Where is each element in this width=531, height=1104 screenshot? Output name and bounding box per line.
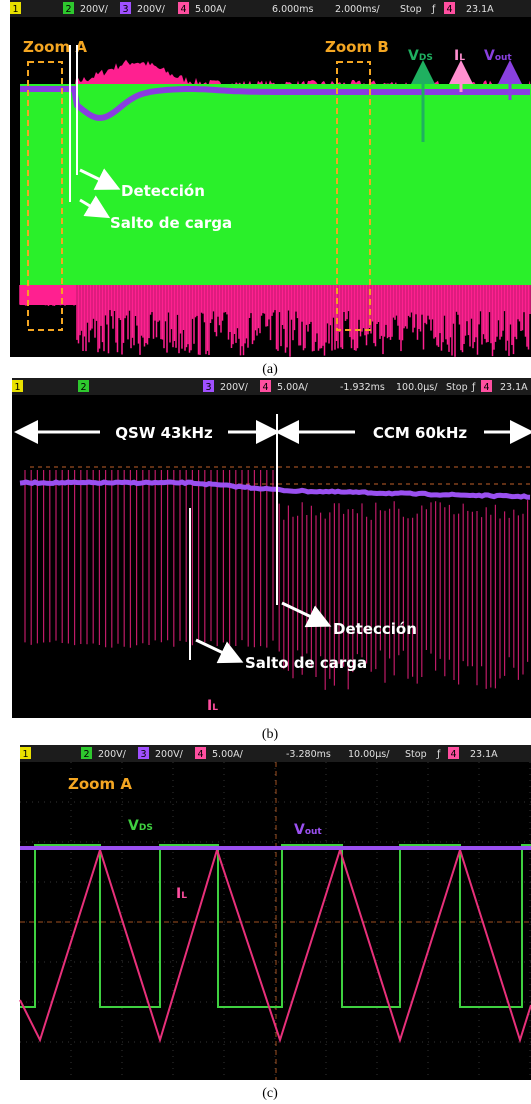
channel-number: 4 bbox=[446, 4, 452, 15]
caption: (c) bbox=[262, 1086, 278, 1101]
channel-number: 2 bbox=[80, 382, 86, 393]
channel-number: 1 bbox=[14, 382, 20, 393]
header-text: 200V/ bbox=[80, 4, 109, 15]
annotation: Detección bbox=[333, 620, 417, 638]
channel-number: 4 bbox=[483, 382, 489, 393]
caption: (b) bbox=[262, 727, 279, 742]
header-text: Stop bbox=[446, 382, 468, 393]
header-text: Stop bbox=[405, 749, 427, 760]
figure: 12200V/3200V/45.00A/6.000ms2.000ms/Stopƒ… bbox=[0, 0, 531, 1104]
channel-number: 4 bbox=[197, 749, 203, 760]
channel-number: 2 bbox=[65, 4, 71, 15]
header-text: -1.932ms bbox=[340, 382, 385, 393]
header-text: ƒ bbox=[431, 4, 436, 15]
channel-number: 4 bbox=[180, 4, 186, 15]
header-text: 200V/ bbox=[137, 4, 166, 15]
channel-number: 2 bbox=[83, 749, 89, 760]
header-text: ƒ bbox=[436, 749, 441, 760]
header-text: ƒ bbox=[471, 382, 476, 393]
header-text: 6.000ms bbox=[272, 4, 313, 15]
header-text: 200V/ bbox=[220, 382, 249, 393]
channel-number: 4 bbox=[450, 749, 456, 760]
header-text: 5.00A/ bbox=[195, 4, 227, 15]
vds-band bbox=[20, 100, 531, 285]
annotation: Salto de carga bbox=[110, 214, 232, 232]
header-text: 10.00µs/ bbox=[348, 749, 390, 760]
channel-number: 3 bbox=[122, 4, 128, 15]
header-text: Stop bbox=[400, 4, 422, 15]
header-text: 100.0µs/ bbox=[396, 382, 438, 393]
channel-number: 3 bbox=[205, 382, 211, 393]
annotation: CCM 60kHz bbox=[373, 424, 468, 442]
header-text: 2.000ms/ bbox=[335, 4, 380, 15]
channel-number: 4 bbox=[262, 382, 268, 393]
header-text: 23.1A bbox=[466, 4, 494, 15]
zoom-label: Zoom A bbox=[68, 775, 132, 793]
channel-number: 3 bbox=[140, 749, 146, 760]
annotation: Detección bbox=[121, 182, 205, 200]
header-text: 5.00A/ bbox=[277, 382, 309, 393]
header-text: -3.280ms bbox=[286, 749, 331, 760]
annotation: QSW 43kHz bbox=[115, 424, 213, 442]
channel-number: 1 bbox=[22, 749, 28, 760]
zoom-label: Zoom B bbox=[325, 38, 389, 56]
header-text: 23.1A bbox=[500, 382, 528, 393]
annotation: Salto de carga bbox=[245, 654, 367, 672]
header-text: 23.1A bbox=[470, 749, 498, 760]
header-text: 200V/ bbox=[98, 749, 127, 760]
caption: (a) bbox=[262, 362, 278, 377]
header-text: 5.00A/ bbox=[212, 749, 244, 760]
header-text: 200V/ bbox=[155, 749, 184, 760]
channel-number: 1 bbox=[12, 4, 18, 15]
